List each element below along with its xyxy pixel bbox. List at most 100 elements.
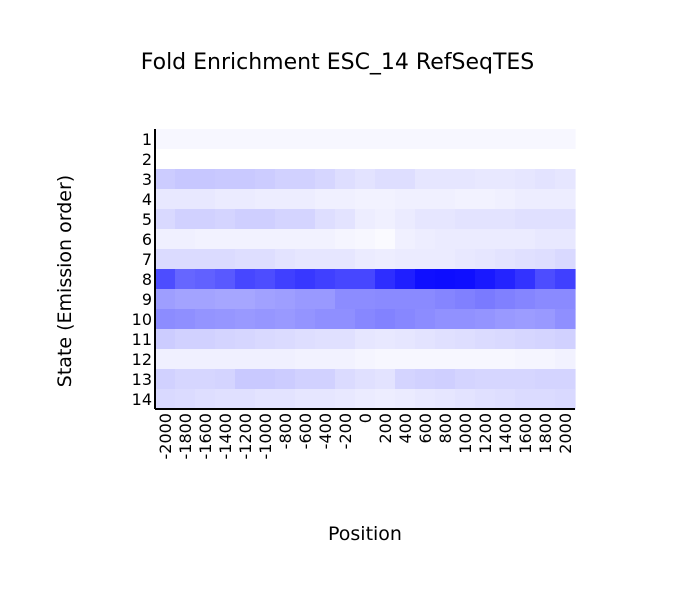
heatmap-cell [515,329,536,350]
heatmap-cell [435,329,456,350]
x-tick-label: -800 [276,413,295,449]
heatmap-cell [315,349,336,370]
heatmap-cell [395,189,416,210]
heatmap-cell [375,129,396,150]
heatmap-cell [335,329,356,350]
heatmap-cell [315,289,336,310]
heatmap-cell [315,389,336,410]
heatmap-cell [255,229,276,250]
y-axis-title: State (Emission order) [54,175,76,387]
heatmap-cells [155,129,576,410]
heatmap-cell [255,209,276,230]
x-tick-label: 600 [416,413,435,444]
heatmap-cell [555,169,576,190]
heatmap-cell [295,269,316,290]
heatmap-cell [255,249,276,270]
heatmap-cell [535,369,556,390]
heatmap-cell [195,309,216,330]
heatmap-cell [495,229,516,250]
x-tick-label: 1400 [496,413,515,454]
heatmap-cell [535,249,556,270]
heatmap-cell [455,329,476,350]
heatmap-cell [275,289,296,310]
heatmap-cell [315,269,336,290]
heatmap-cell [255,389,276,410]
heatmap-cell [495,349,516,370]
heatmap-cell [415,369,436,390]
heatmap-cell [255,329,276,350]
heatmap-cell [175,129,196,150]
x-axis-title: Position [328,523,402,545]
heatmap-cell [215,229,236,250]
heatmap-cell [355,209,376,230]
heatmap-cell [175,329,196,350]
heatmap-cell [215,369,236,390]
heatmap-cell [335,289,356,310]
heatmap-cell [355,289,376,310]
heatmap-cell [155,129,176,150]
heatmap-cell [555,389,576,410]
heatmap-cell [235,129,256,150]
x-tick-label: -2000 [156,413,175,460]
heatmap-cell [375,229,396,250]
heatmap-cell [315,209,336,230]
heatmap-cell [415,129,436,150]
heatmap-cell [235,329,256,350]
heatmap-cell [155,229,176,250]
heatmap-cell [535,149,556,170]
heatmap-cell [475,129,496,150]
heatmap-cell [235,349,256,370]
heatmap-cell [295,389,316,410]
heatmap-cell [195,209,216,230]
heatmap-cell [355,389,376,410]
y-tick-label: 9 [142,290,152,309]
heatmap-cell [355,249,376,270]
heatmap-cell [195,389,216,410]
heatmap-cell [295,169,316,190]
heatmap-cell [495,169,516,190]
heatmap-cell [435,349,456,370]
heatmap-cell [515,309,536,330]
heatmap-cell [275,369,296,390]
heatmap-cell [475,149,496,170]
heatmap-cell [455,369,476,390]
heatmap-cell [255,269,276,290]
heatmap-cell [315,369,336,390]
heatmap-cell [435,269,456,290]
heatmap-cell [295,309,316,330]
heatmap-cell [375,189,396,210]
heatmap-cell [295,349,316,370]
heatmap-cell [375,249,396,270]
heatmap-cell [555,349,576,370]
y-tick-label: 2 [142,150,152,169]
heatmap-cell [515,129,536,150]
heatmap-cell [555,289,576,310]
heatmap-cell [435,249,456,270]
y-tick-label: 13 [132,370,152,389]
heatmap-cell [235,249,256,270]
heatmap-cell [555,369,576,390]
heatmap-cell [335,389,356,410]
heatmap-cell [435,289,456,310]
heatmap-cell [235,309,256,330]
x-tick-labels: -2000 -1800 -1600 -1400 -1200 -1000 -800 -600 -4… [156,413,575,460]
heatmap-cell [415,269,436,290]
heatmap-cell [555,249,576,270]
x-tick-label: 1800 [536,413,555,454]
heatmap-cell [195,329,216,350]
heatmap-cell [455,189,476,210]
x-tick-label: -1800 [176,413,195,460]
heatmap-cell [335,369,356,390]
heatmap-cell [495,309,516,330]
heatmap-cell [555,209,576,230]
heatmap-cell [555,229,576,250]
heatmap-cell [155,349,176,370]
heatmap-cell [395,229,416,250]
heatmap-cell [515,229,536,250]
heatmap-cell [415,149,436,170]
heatmap-cell [155,389,176,410]
y-tick-label: 6 [142,230,152,249]
heatmap-cell [515,249,536,270]
heatmap-cell [175,369,196,390]
